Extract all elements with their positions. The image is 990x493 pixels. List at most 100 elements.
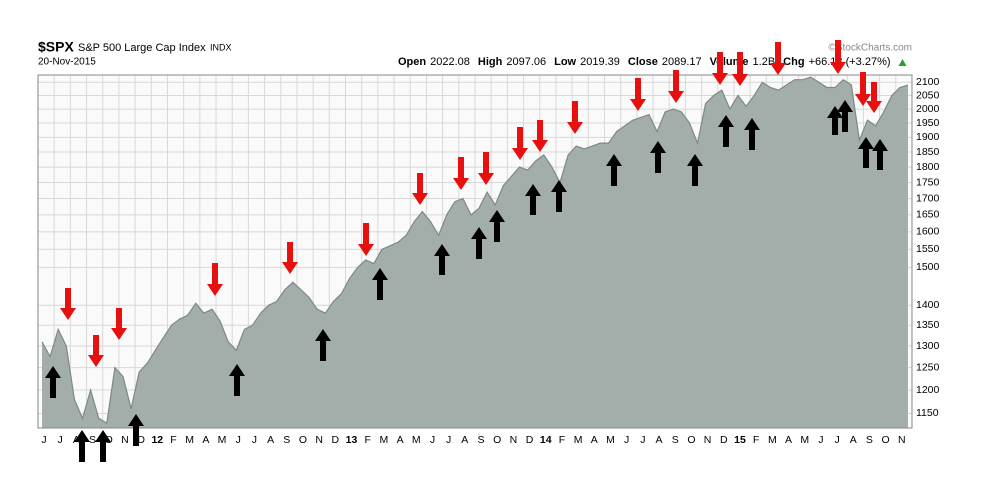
buy-arrow <box>744 118 760 150</box>
chart-title: $SPX <box>38 39 74 55</box>
buy-arrow <box>489 210 505 242</box>
x-tick-label: 15 <box>734 434 746 446</box>
x-tick-label: A <box>397 434 404 446</box>
buy-arrow <box>551 180 567 212</box>
sell-arrow <box>567 101 583 134</box>
x-tick-label: S <box>672 434 679 446</box>
sell-arrow <box>532 120 548 152</box>
sell-arrow <box>668 70 684 103</box>
sell-arrow <box>412 173 428 205</box>
y-tick-label: 1150 <box>916 407 939 419</box>
quote-value: 2097.06 <box>506 56 546 68</box>
x-tick-label: 13 <box>346 434 358 446</box>
buy-arrow <box>718 115 734 147</box>
date: 20-Nov-2015 <box>38 57 96 68</box>
x-tick-label: D <box>137 434 145 446</box>
x-tick-label: J <box>446 434 451 446</box>
x-tick-label: A <box>591 434 598 446</box>
x-tick-label: O <box>493 434 501 446</box>
x-tick-label: F <box>364 434 370 446</box>
sell-arrow <box>855 72 871 106</box>
sell-arrow <box>282 242 298 274</box>
x-tick-label: A <box>267 434 274 446</box>
buy-arrow <box>128 414 144 446</box>
x-tick-label: A <box>785 434 792 446</box>
y-tick-label: 1700 <box>916 192 940 204</box>
x-tick-label: N <box>898 434 906 446</box>
sell-arrow <box>88 335 104 367</box>
buy-arrow <box>74 430 90 462</box>
sell-arrow <box>712 52 728 85</box>
x-tick-label: J <box>252 434 257 446</box>
x-tick-label: O <box>882 434 890 446</box>
x-tick-label: A <box>461 434 468 446</box>
y-tick-label: 1900 <box>916 131 940 143</box>
sell-arrow <box>830 40 846 74</box>
buy-arrow <box>606 154 622 186</box>
y-tick-label: 1350 <box>916 319 940 331</box>
buy-arrow <box>372 268 388 300</box>
buy-arrow <box>837 100 853 132</box>
y-tick-label: 1400 <box>916 299 940 311</box>
buy-arrow <box>872 139 888 170</box>
quote-label: Open <box>398 56 426 68</box>
plot-border <box>37 74 913 429</box>
x-tick-label: M <box>768 434 777 446</box>
quote-label: Close <box>628 56 658 68</box>
x-tick-label: D <box>526 434 534 446</box>
quote-label: Chg <box>783 56 804 68</box>
up-indicator <box>898 59 907 66</box>
quote-label: High <box>478 56 503 68</box>
x-tick-label: M <box>412 434 421 446</box>
x-tick-label: J <box>834 434 839 446</box>
x-tick-label: N <box>704 434 712 446</box>
y-tick-label: 1600 <box>916 226 940 238</box>
x-tick-label: M <box>185 434 194 446</box>
x-tick-label: D <box>720 434 728 446</box>
x-tick-label: S <box>866 434 873 446</box>
exchange: INDX <box>210 42 232 52</box>
sell-arrow <box>111 308 127 340</box>
x-tick-label: O <box>299 434 307 446</box>
y-tick-label: 1250 <box>916 361 940 373</box>
x-tick-label: F <box>170 434 176 446</box>
x-tick-label: F <box>559 434 565 446</box>
x-tick-label: D <box>332 434 340 446</box>
x-tick-label: M <box>574 434 583 446</box>
x-tick-label: N <box>315 434 323 446</box>
y-tick-label: 2050 <box>916 89 940 101</box>
x-tick-label: A <box>202 434 209 446</box>
x-tick-label: 14 <box>540 434 552 446</box>
x-tick-label: M <box>218 434 227 446</box>
buy-arrow <box>471 227 487 259</box>
sell-arrow <box>866 82 882 113</box>
y-tick-label: 1300 <box>916 340 940 352</box>
y-tick-label: 2100 <box>916 76 940 88</box>
source: ©StockCharts.com <box>828 43 912 54</box>
buy-arrow <box>95 430 111 462</box>
x-tick-label: J <box>236 434 241 446</box>
x-tick-label: S <box>89 434 96 446</box>
x-tick-label: J <box>41 434 46 446</box>
y-tick-label: 1200 <box>916 384 940 396</box>
x-tick-label: S <box>283 434 290 446</box>
buy-arrow <box>687 154 703 186</box>
buy-arrow <box>650 141 666 173</box>
x-tick-label: 12 <box>151 434 163 446</box>
y-tick-label: 1850 <box>916 146 940 158</box>
y-tick-label: 1750 <box>916 176 940 188</box>
y-tick-label: 1650 <box>916 209 940 221</box>
y-tick-label: 2000 <box>916 103 940 115</box>
x-tick-label: J <box>818 434 823 446</box>
buy-arrow <box>858 137 874 168</box>
buy-arrow <box>434 244 450 275</box>
buy-arrow <box>525 184 541 215</box>
x-tick-label: J <box>430 434 435 446</box>
x-tick-label: M <box>380 434 389 446</box>
y-tick-label: 1950 <box>916 117 940 129</box>
quote-value: 2089.17 <box>662 56 702 68</box>
x-tick-label: J <box>640 434 645 446</box>
x-tick-label: J <box>624 434 629 446</box>
